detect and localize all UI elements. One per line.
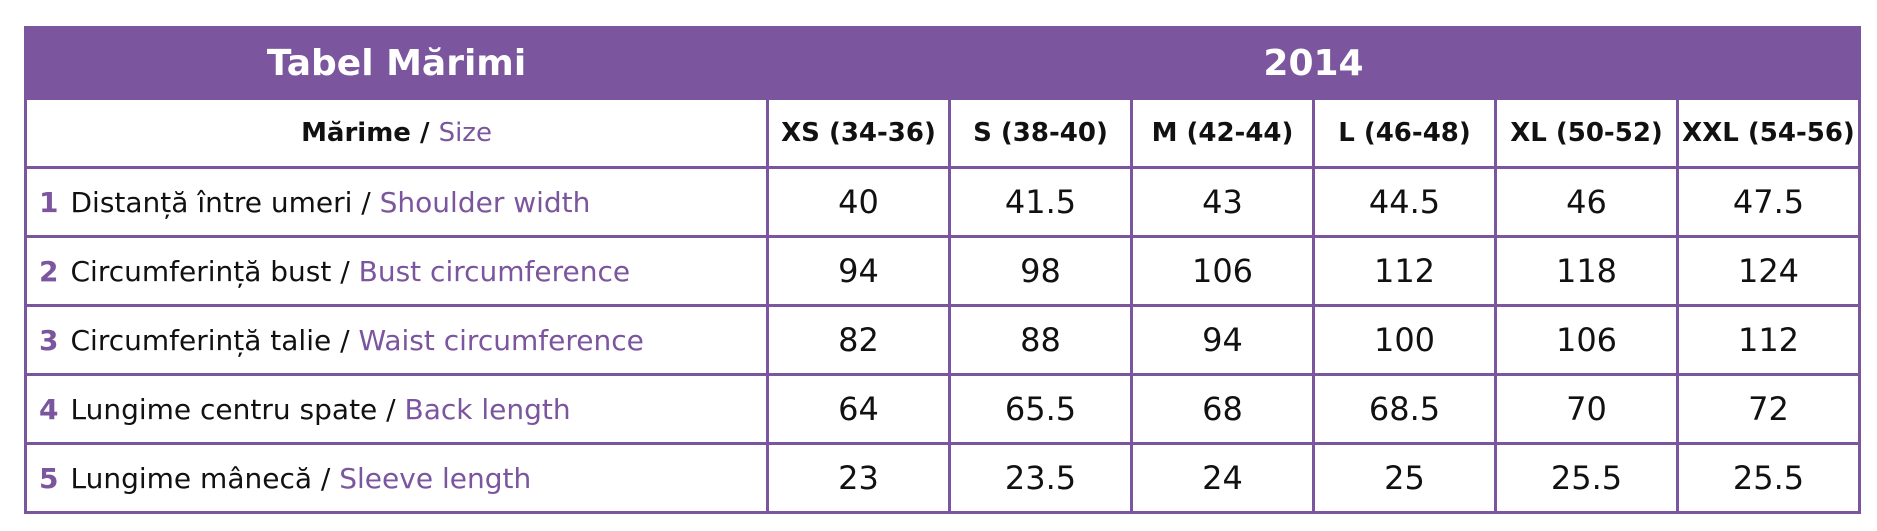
size-header: L (46-48) (1312, 97, 1497, 169)
row-number: 5 (39, 461, 59, 495)
value-cell: 112 (1676, 304, 1861, 376)
value-cell: 72 (1676, 373, 1861, 445)
row-label-cell: 2 Circumferință bust / Bust circumference (24, 235, 769, 307)
value-cell: 41.5 (948, 166, 1133, 238)
data-row: 1 Distanță între umeri / Shoulder width 40… (24, 166, 1861, 238)
row-label-en: Shoulder width (379, 185, 591, 219)
value-cell: 47.5 (1676, 166, 1861, 238)
value-cell: 70 (1494, 373, 1679, 445)
value-cell: 65.5 (948, 373, 1133, 445)
row-label-en: Back length (404, 392, 571, 426)
value-cell: 124 (1676, 235, 1861, 307)
value-cell: 100 (1312, 304, 1497, 376)
value-cell: 88 (948, 304, 1133, 376)
table-title: Tabel Mărimi (24, 26, 769, 100)
value-cell: 43 (1130, 166, 1315, 238)
data-row: 4 Lungime centru spate / Back length 64 65.… (24, 373, 1861, 445)
row-label: Lungime centru spate / (70, 392, 396, 426)
row-label: Circumferință talie / (70, 323, 350, 357)
size-header: XL (50-52) (1494, 97, 1679, 169)
row-number: 4 (39, 392, 59, 426)
value-cell: 23.5 (948, 442, 1133, 514)
size-header: S (38-40) (948, 97, 1133, 169)
value-cell: 68 (1130, 373, 1315, 445)
row-number: 2 (39, 254, 59, 288)
row-label-en: Sleeve length (339, 461, 532, 495)
value-cell: 25 (1312, 442, 1497, 514)
value-cell: 24 (1130, 442, 1315, 514)
data-row: 2 Circumferință bust / Bust circumference… (24, 235, 1861, 307)
value-cell: 25.5 (1676, 442, 1861, 514)
size-header: M (42-44) (1130, 97, 1315, 169)
row-label-cell: 1 Distanță între umeri / Shoulder width (24, 166, 769, 238)
value-cell: 40 (766, 166, 951, 238)
value-cell: 94 (1130, 304, 1315, 376)
size-header: XS (34-36) (766, 97, 951, 169)
size-label-cell: Mărime / Size (24, 97, 769, 169)
row-label-cell: 3 Circumferință talie / Waist circumferen… (24, 304, 769, 376)
header-row: Tabel Mărimi 2014 (24, 26, 1861, 100)
value-cell: 106 (1494, 304, 1679, 376)
value-cell: 112 (1312, 235, 1497, 307)
size-header: XXL (54-56) (1676, 97, 1861, 169)
value-cell: 118 (1494, 235, 1679, 307)
value-cell: 98 (948, 235, 1133, 307)
size-label: Mărime / (301, 118, 430, 148)
data-row: 5 Lungime mânecă / Sleeve length 23 23.5 24 2… (24, 442, 1861, 514)
data-row: 3 Circumferință talie / Waist circumferen… (24, 304, 1861, 376)
value-cell: 68.5 (1312, 373, 1497, 445)
row-label-en: Bust circumference (358, 254, 631, 288)
size-table: Tabel Mărimi 2014 Mărime / Size XS (34-3… (24, 26, 1861, 514)
row-label-cell: 4 Lungime centru spate / Back length (24, 373, 769, 445)
row-label: Distanță între umeri / (70, 185, 371, 219)
value-cell: 25.5 (1494, 442, 1679, 514)
row-number: 1 (39, 185, 59, 219)
value-cell: 23 (766, 442, 951, 514)
row-label: Circumferință bust / (70, 254, 350, 288)
value-cell: 82 (766, 304, 951, 376)
value-cell: 106 (1130, 235, 1315, 307)
row-label-en: Waist circumference (358, 323, 644, 357)
row-number: 3 (39, 323, 59, 357)
value-cell: 44.5 (1312, 166, 1497, 238)
row-label: Lungime mânecă / (70, 461, 331, 495)
value-cell: 64 (766, 373, 951, 445)
value-cell: 94 (766, 235, 951, 307)
value-cell: 46 (1494, 166, 1679, 238)
row-label-cell: 5 Lungime mânecă / Sleeve length (24, 442, 769, 514)
year: 2014 (766, 26, 1861, 100)
sizes-row: Mărime / Size XS (34-36) S (38-40) M (42-4… (24, 97, 1861, 169)
size-label-en: Size (438, 118, 492, 148)
